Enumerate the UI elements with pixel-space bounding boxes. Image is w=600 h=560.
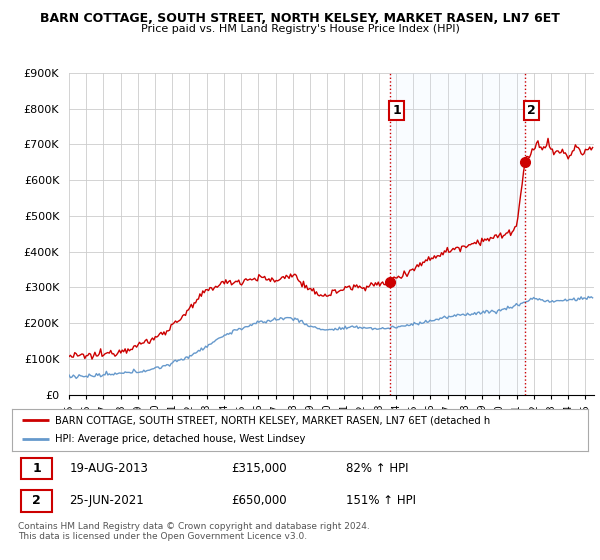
FancyBboxPatch shape	[20, 458, 52, 479]
Text: HPI: Average price, detached house, West Lindsey: HPI: Average price, detached house, West…	[55, 435, 305, 445]
FancyBboxPatch shape	[20, 491, 52, 512]
Text: 1: 1	[32, 462, 41, 475]
Text: Price paid vs. HM Land Registry's House Price Index (HPI): Price paid vs. HM Land Registry's House …	[140, 24, 460, 34]
Text: 19-AUG-2013: 19-AUG-2013	[70, 462, 148, 475]
Text: 82% ↑ HPI: 82% ↑ HPI	[346, 462, 409, 475]
Text: Contains HM Land Registry data © Crown copyright and database right 2024.
This d: Contains HM Land Registry data © Crown c…	[18, 522, 370, 542]
Text: 1: 1	[392, 104, 401, 117]
Text: £315,000: £315,000	[231, 462, 287, 475]
Text: BARN COTTAGE, SOUTH STREET, NORTH KELSEY, MARKET RASEN, LN7 6ET: BARN COTTAGE, SOUTH STREET, NORTH KELSEY…	[40, 12, 560, 25]
Text: 25-JUN-2021: 25-JUN-2021	[70, 494, 145, 507]
Text: BARN COTTAGE, SOUTH STREET, NORTH KELSEY, MARKET RASEN, LN7 6ET (detached h: BARN COTTAGE, SOUTH STREET, NORTH KELSEY…	[55, 415, 490, 425]
Text: 151% ↑ HPI: 151% ↑ HPI	[346, 494, 416, 507]
Text: 2: 2	[527, 104, 536, 117]
Bar	[389, 73, 525, 395]
Text: £650,000: £650,000	[231, 494, 287, 507]
Text: 2: 2	[32, 494, 41, 507]
